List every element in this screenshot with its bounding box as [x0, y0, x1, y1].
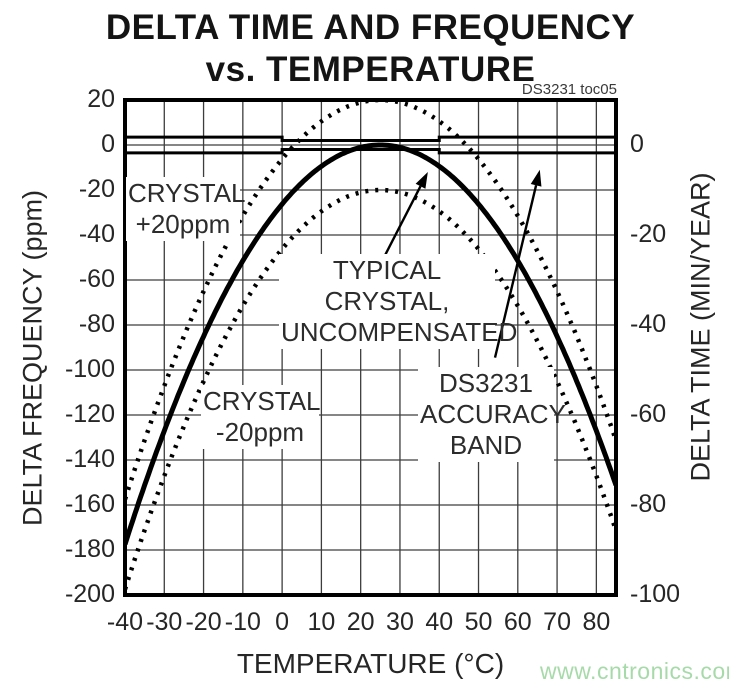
accuracy-band-arrow — [493, 185, 538, 358]
typical-crystal-arrow-head — [415, 172, 428, 189]
typical-crystal-arrow — [383, 185, 422, 256]
y-left-tick-label: -100 — [64, 355, 115, 383]
annotation-line: TYPICAL CRYSTAL, — [324, 255, 450, 316]
x-axis-title: TEMPERATURE (°C) — [236, 648, 505, 679]
x-tick-label: -10 — [224, 608, 261, 636]
y-right-tick-label: -40 — [630, 310, 667, 338]
x-tick-label: 50 — [464, 608, 493, 636]
annotation-typical-crystal: TYPICAL CRYSTAL, UNCOMPENSATED — [279, 254, 518, 349]
x-tick-label: 40 — [425, 608, 454, 636]
curve-typical-crystal-uncompensated — [125, 142, 616, 546]
y-right-tick-label: 0 — [630, 130, 644, 158]
x-tick-label: 30 — [386, 608, 414, 636]
chart-title-line-1: DELTA TIME AND FREQUENCY — [105, 8, 636, 47]
watermark: www.cntronics.com — [540, 658, 729, 684]
y-left-tick-label: 0 — [101, 130, 115, 158]
x-tick-label: -40 — [106, 608, 144, 636]
y-right-tick-label: -100 — [630, 580, 681, 608]
y-left-tick-label: -200 — [64, 580, 115, 608]
annotation-line: CRYSTAL — [203, 386, 321, 416]
annotation-ds3231-accuracy-band: DS3231 ACCURACY BAND — [418, 367, 566, 462]
y-left-tick-label: 20 — [87, 85, 115, 113]
x-tick-label: 10 — [307, 608, 336, 636]
y-right-tick-label: -20 — [630, 220, 667, 248]
y-left-tick-label: -120 — [64, 400, 115, 428]
curve-crystal-20ppm — [125, 100, 616, 500]
x-tick-label: -20 — [185, 608, 222, 636]
annotation-line: ACCURACY — [420, 399, 566, 429]
chart-title-line-2: vs. TEMPERATURE — [205, 50, 536, 89]
annotation-line: UNCOMPENSATED — [281, 317, 518, 347]
y-left-tick-label: -160 — [64, 490, 115, 518]
annotation-line: CRYSTAL — [128, 178, 246, 208]
annotation-line: +20ppm — [135, 209, 231, 239]
plot-border — [123, 98, 618, 597]
accuracy-band-top — [125, 135, 616, 142]
y-left-tick-label: -140 — [64, 445, 115, 473]
annotation-line: BAND — [449, 430, 523, 460]
x-tick-label: 0 — [275, 608, 290, 636]
annotation-line: -20ppm — [215, 417, 305, 447]
y-left-tick-label: -40 — [78, 220, 115, 248]
y-left-tick-label: -20 — [78, 175, 115, 203]
accuracy-band-arrow-head — [530, 169, 542, 187]
annotation-crystal-plus20ppm: CRYSTAL +20ppm — [126, 177, 246, 241]
y-left-tick-label: -60 — [78, 265, 115, 293]
x-tick-label: 70 — [543, 608, 571, 636]
annotation-crystal-minus20ppm: CRYSTAL -20ppm — [201, 385, 321, 449]
x-tick-label: 20 — [346, 608, 375, 636]
accuracy-band-bottom — [125, 148, 616, 155]
y-left-tick-label: -180 — [64, 535, 115, 563]
y-left-tick-label: -80 — [78, 310, 115, 338]
x-tick-label: 80 — [582, 608, 611, 636]
x-tick-label: 60 — [503, 608, 532, 636]
y-right-tick-label: -60 — [630, 400, 667, 428]
annotation-line: DS3231 — [439, 368, 533, 398]
x-tick-label: -30 — [146, 608, 183, 636]
curve-crystal-20ppm — [125, 187, 616, 590]
y-right-tick-label: -80 — [630, 490, 667, 518]
chart-note: DS3231 toc05 — [521, 81, 617, 98]
